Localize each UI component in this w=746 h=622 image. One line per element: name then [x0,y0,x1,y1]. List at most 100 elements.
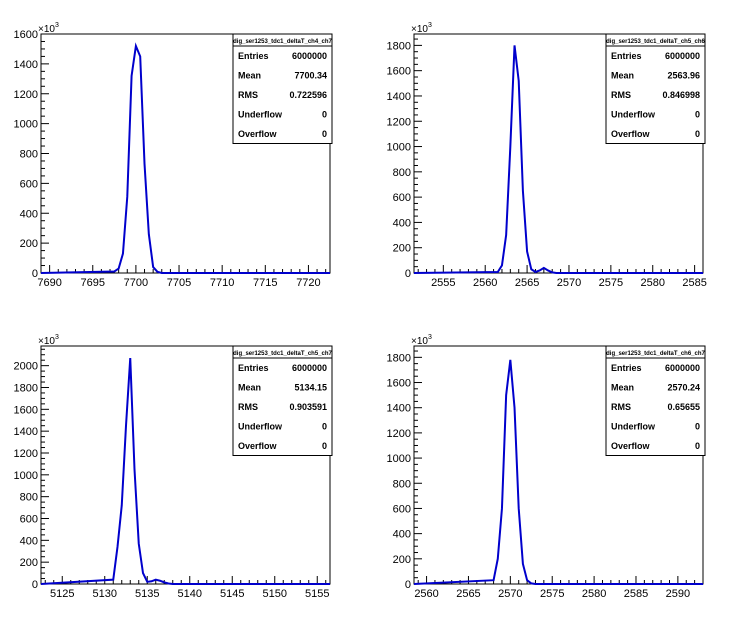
x-tick-label: 7695 [81,277,105,289]
y-tick-label: 1400 [387,91,411,103]
stats-box-frame [605,33,706,144]
stat-value: 0 [695,110,700,120]
y-tick-label: 1800 [14,382,38,394]
stat-label: RMS [611,402,631,412]
stat-label: Underflow [238,110,283,120]
y-tick-label: 1200 [387,116,411,128]
x-tick-label: 7720 [296,277,320,289]
x-tick-label: 5130 [93,588,117,600]
stat-value: 0.722596 [289,90,327,100]
exponent-base: ×10 [38,24,55,35]
x-tick-label: 2570 [498,588,522,600]
x-tick-label: 2565 [456,588,480,600]
y-tick-label: 600 [20,178,38,190]
y-tick-label: 1000 [14,470,38,482]
stat-label: Overflow [611,441,651,451]
x-tick-label: 5125 [50,588,74,600]
histogram-line [413,45,703,274]
y-tick-label: 1600 [14,29,38,41]
y-tick-label: 0 [32,579,38,591]
stat-value: 0 [322,422,327,432]
y-tick-label: 800 [20,492,38,504]
y-tick-label: 800 [393,167,411,179]
y-tick-label: 600 [393,503,411,515]
stat-value: 7700.34 [294,71,327,81]
histogram-line [40,357,330,585]
y-tick-label: 600 [20,513,38,525]
stat-label: Mean [611,71,634,81]
histogram-panel-2: 0 200 400 600 800 1000 1200 1400 1600 1800×103 255… [387,22,707,289]
y-tick-label: 200 [20,557,38,569]
exponent-power: 3 [428,22,432,29]
exponent-power: 3 [55,334,59,341]
stat-value: 0.846998 [662,90,700,100]
y-tick-label: 400 [393,529,411,541]
y-exponent-label: ×103 [411,22,432,35]
y-tick-label: 1400 [14,59,38,71]
x-tick-label: 2585 [624,588,648,600]
stats-box: dig_ser1253_tdc1_deltaT_ch6_ch7 Entries 60… [605,345,706,456]
x-tick-label: 2555 [431,277,455,289]
y-tick-label: 400 [20,535,38,547]
stat-label: Underflow [611,422,656,432]
x-tick-label: 2575 [599,277,623,289]
x-tick-label: 2580 [582,588,606,600]
stat-label: RMS [611,90,631,100]
stat-value: 0 [322,110,327,120]
y-tick-label: 1600 [387,378,411,390]
y-tick-label: 1200 [387,428,411,440]
histogram-panel-1: 0 200 400 600 800 1000 1200 1400 1600 ×103 7690 769… [14,22,333,289]
stat-value: 2570.24 [667,383,700,393]
stat-value: 2563.96 [667,71,700,81]
stat-label: Overflow [238,441,278,451]
y-exponent-label: ×103 [411,334,432,347]
stat-label: Mean [238,71,261,81]
stat-label: Entries [611,51,642,61]
x-tick-label: 7715 [253,277,277,289]
stat-value: 0 [695,129,700,139]
y-tick-label: 1800 [387,352,411,364]
x-tick-label: 2585 [682,277,706,289]
y-tick-label: 800 [20,149,38,161]
x-tick-label: 5150 [263,588,287,600]
x-tick-label: 5145 [220,588,244,600]
stats-title: dig_ser1253_tdc1_deltaT_ch5_ch6 [606,39,705,45]
stats-title: dig_ser1253_tdc1_deltaT_ch5_ch7 [233,351,332,357]
stat-label: Overflow [611,129,651,139]
x-tick-label: 2560 [473,277,497,289]
histogram-line [40,42,330,274]
x-tick-label: 7710 [210,277,234,289]
x-tick-label: 5140 [178,588,202,600]
x-tick-label: 7700 [124,277,148,289]
y-exponent-label: ×103 [38,334,59,347]
y-tick-label: 200 [393,554,411,566]
x-tick-label: 2575 [540,588,564,600]
stat-value: 6000000 [292,363,327,373]
stat-label: Mean [611,383,634,393]
stat-value: 6000000 [665,51,700,61]
stat-label: Mean [238,383,261,393]
y-tick-label: 0 [405,579,411,591]
exponent-base: ×10 [411,24,428,35]
stat-value: 0.65655 [667,402,700,412]
histogram-panel-4: 0 200 400 600 800 1000 1200 1400 1600 1800×103 256… [387,334,706,600]
stats-box-frame [232,33,333,144]
exponent-power: 3 [55,22,59,29]
y-tick-label: 1600 [387,66,411,78]
x-tick-label: 2570 [557,277,581,289]
y-tick-label: 800 [393,478,411,490]
y-tick-label: 200 [393,243,411,255]
x-tick-label: 2565 [515,277,539,289]
y-exponent-label: ×103 [38,22,59,35]
stats-title: dig_ser1253_tdc1_deltaT_ch4_ch7 [233,39,332,45]
x-tick-label: 5155 [305,588,329,600]
stat-label: Entries [238,51,269,61]
y-tick-label: 0 [32,268,38,280]
y-tick-label: 1200 [14,89,38,101]
histogram-line [413,359,703,585]
x-tick-label: 2560 [414,588,438,600]
stats-box-frame [232,345,333,456]
exponent-power: 3 [428,334,432,341]
stat-label: RMS [238,402,258,412]
